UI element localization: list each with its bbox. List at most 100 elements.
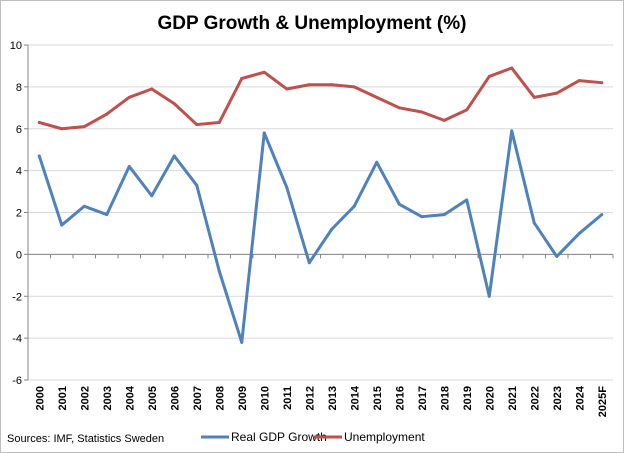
grid-lines <box>28 44 613 381</box>
data-point-real-gdp-growth <box>217 269 221 273</box>
x-tick-label: 2009 <box>237 386 249 410</box>
data-point-unemployment <box>532 95 536 99</box>
data-point-real-gdp-growth <box>330 227 334 231</box>
data-point-unemployment <box>555 91 559 95</box>
data-point-unemployment <box>217 120 221 124</box>
y-tick-label: 8 <box>16 82 22 94</box>
x-tick-label: 2001 <box>57 386 69 410</box>
data-point-unemployment <box>375 95 379 99</box>
x-tick-label: 2007 <box>192 386 204 410</box>
data-point-unemployment <box>262 70 266 74</box>
data-point-unemployment <box>487 74 491 78</box>
data-point-unemployment <box>172 102 176 106</box>
data-point-unemployment <box>37 120 41 124</box>
x-tick-label: 2003 <box>102 386 114 410</box>
x-tick-label: 2024 <box>574 385 586 410</box>
data-point-real-gdp-growth <box>577 231 581 235</box>
data-point-unemployment <box>195 123 199 127</box>
x-tick-label: 2010 <box>259 386 271 410</box>
data-point-unemployment <box>600 81 604 85</box>
data-point-unemployment <box>240 77 244 80</box>
x-tick-label: 2006 <box>169 386 181 410</box>
data-point-real-gdp-growth <box>397 202 401 206</box>
data-point-real-gdp-growth <box>465 198 469 202</box>
x-tick-label: 2004 <box>124 385 136 410</box>
x-tick-label: 2015 <box>372 386 384 410</box>
x-tick-label: 2013 <box>327 386 339 410</box>
x-tick-label: 2008 <box>214 386 226 410</box>
data-point-unemployment <box>150 87 154 91</box>
y-axis-ticks: -6 -4 -2 0 2 4 6 8 10 <box>10 40 28 387</box>
y-tick-label: 4 <box>16 166 22 178</box>
legend: Real GDP Growth Unemployment <box>201 430 425 444</box>
data-point-real-gdp-growth <box>307 261 311 265</box>
x-tick-label: 2011 <box>282 386 294 410</box>
data-point-real-gdp-growth <box>105 213 109 217</box>
y-tick-label: 6 <box>16 124 22 136</box>
data-point-unemployment <box>510 66 514 70</box>
data-point-real-gdp-growth <box>555 254 559 258</box>
data-point-unemployment <box>307 83 311 87</box>
x-tick-label: 2016 <box>394 386 406 410</box>
data-point-real-gdp-growth <box>420 215 424 219</box>
x-tick-label: 2005 <box>147 386 159 410</box>
x-tick-label: 2018 <box>439 386 451 410</box>
data-point-unemployment <box>82 125 86 129</box>
x-tick-label: 2012 <box>304 386 316 410</box>
y-tick-label: 2 <box>16 208 22 220</box>
data-point-unemployment <box>105 112 109 116</box>
series-lines <box>37 66 604 344</box>
data-point-real-gdp-growth <box>442 213 446 217</box>
data-point-unemployment <box>352 85 356 89</box>
legend-label-real-gdp-growth: Real GDP Growth <box>231 430 327 444</box>
x-tick-label: 2002 <box>79 386 91 410</box>
data-point-real-gdp-growth <box>37 154 41 158</box>
chart-title: GDP Growth & Unemployment (%) <box>158 13 467 34</box>
data-point-real-gdp-growth <box>375 160 379 164</box>
x-tick-label: 2021 <box>507 386 519 410</box>
data-point-real-gdp-growth <box>150 194 154 198</box>
series-line-unemployment <box>37 66 604 131</box>
data-point-real-gdp-growth <box>352 204 356 208</box>
y-tick-label: -6 <box>12 375 22 387</box>
data-point-real-gdp-growth <box>60 223 64 227</box>
data-point-real-gdp-growth <box>532 221 536 225</box>
data-point-real-gdp-growth <box>600 213 604 217</box>
y-tick-label: -2 <box>12 291 22 303</box>
x-axis-ticks: 2000 2001 2002 2003 2004 2005 2006 2007 2008 2009… <box>27 254 614 417</box>
data-point-real-gdp-growth <box>240 340 244 344</box>
data-point-unemployment <box>285 87 289 91</box>
data-point-unemployment <box>577 79 581 83</box>
data-point-real-gdp-growth <box>510 129 514 133</box>
y-tick-label: 10 <box>10 40 22 52</box>
data-point-unemployment <box>330 83 334 87</box>
data-point-real-gdp-growth <box>262 131 266 135</box>
data-point-unemployment <box>60 127 64 131</box>
data-point-real-gdp-growth <box>487 294 491 298</box>
series-line-real-gdp-growth <box>37 129 604 344</box>
legend-label-unemployment: Unemployment <box>344 430 425 444</box>
data-point-unemployment <box>442 118 446 122</box>
data-point-real-gdp-growth <box>285 185 289 189</box>
y-tick-label: 0 <box>16 249 22 261</box>
x-tick-label: 2019 <box>462 386 474 410</box>
data-point-unemployment <box>465 108 469 112</box>
data-point-real-gdp-growth <box>195 183 199 187</box>
y-tick-label: -4 <box>12 333 22 345</box>
data-point-real-gdp-growth <box>127 164 131 168</box>
x-tick-label: 2017 <box>417 386 429 410</box>
x-tick-label: 2023 <box>552 386 564 410</box>
data-point-unemployment <box>397 106 401 110</box>
x-tick-label: 2025F <box>597 386 609 417</box>
source-note: Sources: IMF, Statistics Sweden <box>7 433 164 445</box>
x-tick-label: 2020 <box>484 386 496 410</box>
data-point-unemployment <box>127 95 131 99</box>
data-point-real-gdp-growth <box>172 154 176 158</box>
data-point-real-gdp-growth <box>82 204 86 208</box>
x-tick-label: 2000 <box>34 386 46 410</box>
x-tick-label: 2014 <box>349 385 361 410</box>
x-tick-label: 2022 <box>529 386 541 410</box>
data-point-unemployment <box>420 110 424 114</box>
